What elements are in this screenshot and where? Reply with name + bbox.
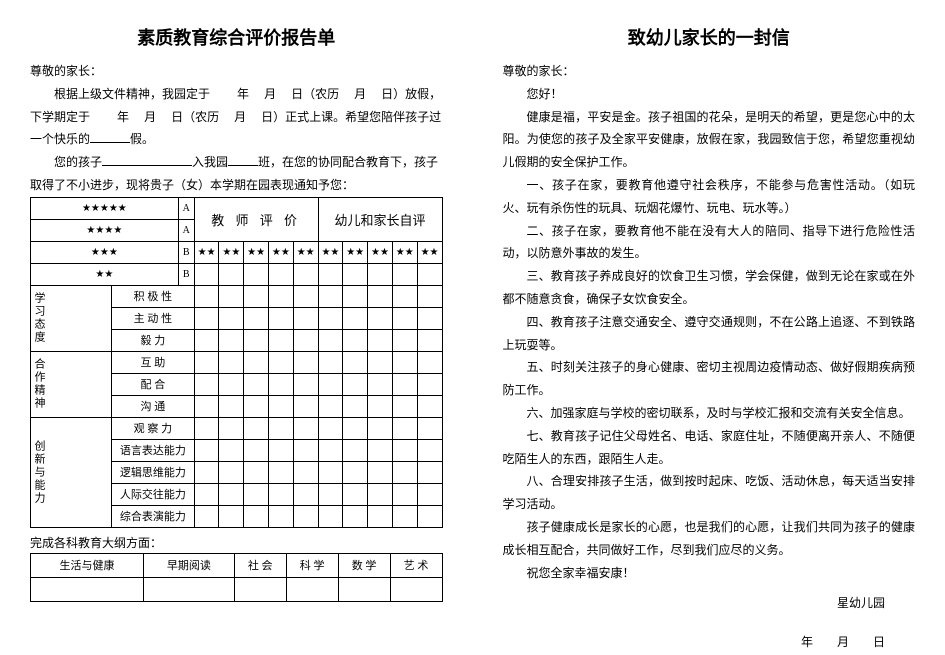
s: ★★ xyxy=(318,241,343,263)
subj: 早期阅读 xyxy=(143,553,234,577)
blank xyxy=(90,131,130,143)
right-p10: 孩子健康成长是家长的心愿，也是我们的心愿，让我们共同为孩子的健康成长相互配合，共… xyxy=(503,516,916,562)
left-p1: 根据上级文件精神，我园定于 年 月 日（农历 月 日）放假， xyxy=(30,83,443,106)
right-page: 致幼儿家长的一封信 尊敬的家长： 您好！ 健康是福，平安是金。孩子祖国的花朵，是… xyxy=(473,0,945,655)
t: 日）正式上课。希望您陪伴孩子过 xyxy=(261,110,441,124)
s: ★★ xyxy=(194,241,219,263)
t: 您的孩子 xyxy=(54,155,102,169)
t: 年 xyxy=(237,87,249,101)
leg-star: ★★ xyxy=(31,263,179,285)
right-p1: 健康是福，平安是金。孩子祖国的花朵，是明天的希望，更是您心中的太阳。为使您的孩子… xyxy=(503,106,916,174)
leg-star: ★★★★★ xyxy=(31,197,179,219)
s: ★★ xyxy=(244,241,269,263)
row-label: 逻辑思维能力 xyxy=(112,461,195,483)
left-p5: 取得了不小进步，现将贵子（女）本学期在园表现通知予您： xyxy=(30,174,443,197)
t: 月 xyxy=(264,87,276,101)
leg-star: ★★★★ xyxy=(31,219,179,241)
t: 入我园 xyxy=(192,155,228,169)
blank xyxy=(228,154,258,166)
row-label: 积 极 性 xyxy=(112,285,195,307)
s: ★★ xyxy=(219,241,244,263)
row-label: 互 助 xyxy=(112,351,195,373)
t: 年 xyxy=(117,110,129,124)
right-p4: 三、教育孩子养成良好的饮食卫生习惯，学会保健，做到无论在家或在外都不随意贪食，确… xyxy=(503,265,916,311)
t: 一个快乐的 xyxy=(30,132,90,146)
right-p11: 祝您全家幸福安康！ xyxy=(503,562,916,585)
left-salutation: 尊敬的家长： xyxy=(30,60,443,83)
row-label: 人际交往能力 xyxy=(112,483,195,505)
row-label: 毅 力 xyxy=(112,329,195,351)
s: ★★ xyxy=(269,241,294,263)
evaluation-table: ★★★★★ A 教 师 评 价 幼儿和家长自评 ★★★★ A ★★★ B ★★ … xyxy=(30,197,443,528)
col-teacher: 教 师 评 价 xyxy=(194,197,318,241)
t: 日）放假， xyxy=(381,87,441,101)
right-p9: 八、合理安排孩子生活，做到按时起床、吃饭、活动休息，每天适当安排学习活动。 xyxy=(503,470,916,516)
t: 假。 xyxy=(130,132,154,146)
right-title: 致幼儿家长的一封信 xyxy=(503,24,916,50)
row-label: 主 动 性 xyxy=(112,307,195,329)
t: 月 xyxy=(144,110,156,124)
row-label: 配 合 xyxy=(112,373,195,395)
subj: 艺 术 xyxy=(390,553,442,577)
right-p6: 五、时刻关注孩子的身心健康、密切主视周边疫情动态、做好假期疾病预防工作。 xyxy=(503,356,916,402)
left-title: 素质教育综合评价报告单 xyxy=(30,24,443,50)
cat-2: 合作精神 xyxy=(31,354,47,414)
left-p4: 您的孩子 入我园 班，在您的协同配合教育下，孩子 xyxy=(30,151,443,174)
cat-3: 创新与能力 xyxy=(31,436,47,509)
leg-grade: A xyxy=(178,197,194,219)
leg-grade: A xyxy=(178,219,194,241)
t: 月 xyxy=(234,110,246,124)
right-sig: 星幼儿园 xyxy=(503,592,916,615)
subj: 数 学 xyxy=(338,553,390,577)
right-hello: 您好！ xyxy=(503,83,916,106)
t: 日（农历 xyxy=(171,110,219,124)
t: 根据上级文件精神，我园定于 xyxy=(54,87,210,101)
cat-1: 学习态度 xyxy=(31,288,47,348)
leg-grade: B xyxy=(178,241,194,263)
right-p5: 四、教育孩子注意交通安全、遵守交通规则，不在公路上追逐、不到铁路上玩耍等。 xyxy=(503,311,916,357)
right-salutation: 尊敬的家长： xyxy=(503,60,916,83)
s: ★★ xyxy=(392,241,417,263)
row-label: 语言表达能力 xyxy=(112,439,195,461)
blank xyxy=(102,154,192,166)
right-p7: 六、加强家庭与学校的密切联系，及时与学校汇报和交流有关安全信息。 xyxy=(503,402,916,425)
col-parent: 幼儿和家长自评 xyxy=(318,197,442,241)
right-p3: 二、孩子在家，要教育他不能在没有大人的陪同、指导下进行危险性活动，以防意外事故的… xyxy=(503,220,916,266)
subj: 科 学 xyxy=(286,553,338,577)
left-p3: 一个快乐的 假。 xyxy=(30,128,443,151)
t: 日（农历 xyxy=(291,87,339,101)
left-page: 素质教育综合评价报告单 尊敬的家长： 根据上级文件精神，我园定于 年 月 日（农… xyxy=(0,0,473,655)
right-p2: 一、孩子在家，要教育他遵守社会秩序，不能参与危害性活动。（如玩火、玩有杀伤性的玩… xyxy=(503,174,916,220)
leg-star: ★★★ xyxy=(31,241,179,263)
leg-grade: B xyxy=(178,263,194,285)
t: 下学期定于 xyxy=(30,110,90,124)
row-label: 沟 通 xyxy=(112,395,195,417)
s: ★★ xyxy=(368,241,393,263)
left-p2: 下学期定于 年 月 日（农历 月 日）正式上课。希望您陪伴孩子过 xyxy=(30,106,443,129)
subjects-table: 生活与健康 早期阅读 社 会 科 学 数 学 艺 术 xyxy=(30,553,443,602)
s: ★★ xyxy=(293,241,318,263)
s: ★★ xyxy=(417,241,442,263)
t: 班，在您的协同配合教育下，孩子 xyxy=(258,155,438,169)
s: ★★ xyxy=(343,241,368,263)
right-date: 年 月 日 xyxy=(503,631,916,654)
section2-label: 完成各科教育大纲方面： xyxy=(30,534,443,551)
row-label: 观 察 力 xyxy=(112,417,195,439)
subj: 生活与健康 xyxy=(31,553,144,577)
subj: 社 会 xyxy=(234,553,286,577)
row-label: 综合表演能力 xyxy=(112,505,195,527)
t: 月 xyxy=(354,87,366,101)
right-p8: 七、教育孩子记住父母姓名、电话、家庭住址，不随便离开亲人、不随便吃陌生人的东西，… xyxy=(503,425,916,471)
